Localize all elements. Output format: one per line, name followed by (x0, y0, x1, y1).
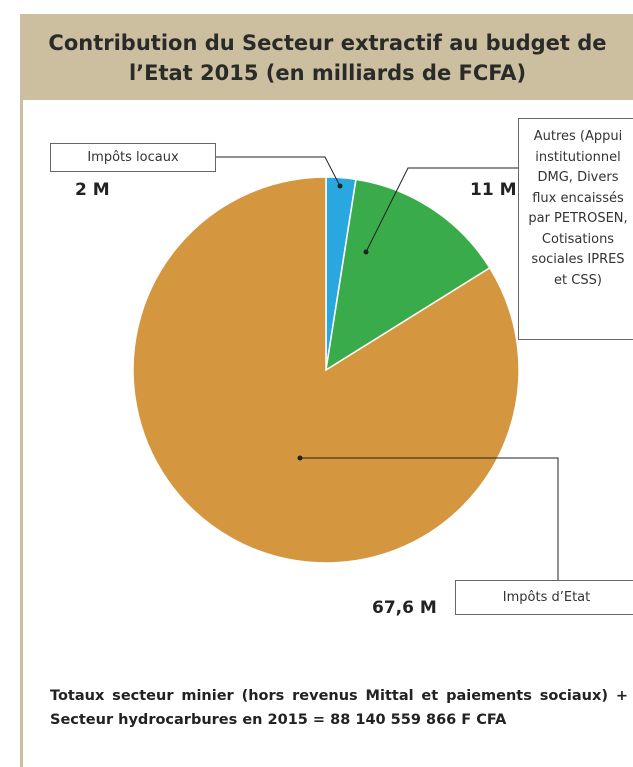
category-label: Impôts locaux (50, 143, 216, 172)
value-label: 2 M (75, 180, 110, 200)
value-label: 11 M (470, 180, 517, 200)
pie-slice (132, 176, 520, 564)
leader-line (365, 167, 518, 253)
leaders (215, 156, 559, 580)
leader-line (300, 457, 559, 580)
category-label: Impôts d’Etat (455, 580, 633, 615)
chart-title: Contribution du Secteur extractif au bud… (48, 31, 607, 85)
pie-slice (325, 178, 491, 372)
side-rule (20, 14, 23, 767)
leader-line (215, 156, 341, 187)
value-label: 67,6 M (372, 598, 437, 618)
leader-dot (363, 249, 369, 255)
category-label: Autres (Appui institutionnel DMG, Divers… (518, 118, 633, 340)
leader-dot (297, 455, 303, 461)
leader-dot (337, 183, 343, 189)
header-band (22, 14, 633, 100)
footnote: Totaux secteur minier (hors revenus Mitt… (50, 688, 628, 728)
